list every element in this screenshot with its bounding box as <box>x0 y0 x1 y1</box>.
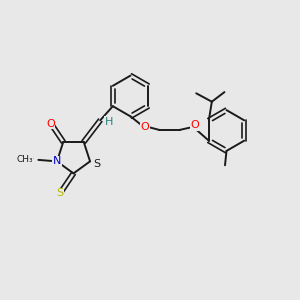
Text: S: S <box>56 188 63 199</box>
Text: H: H <box>104 117 113 127</box>
Text: O: O <box>46 119 55 129</box>
Text: CH₃: CH₃ <box>16 155 33 164</box>
Text: methyl: methyl <box>30 158 35 159</box>
Text: S: S <box>93 159 100 169</box>
Text: O: O <box>140 122 149 132</box>
Text: O: O <box>190 120 199 130</box>
Text: N: N <box>53 156 61 167</box>
